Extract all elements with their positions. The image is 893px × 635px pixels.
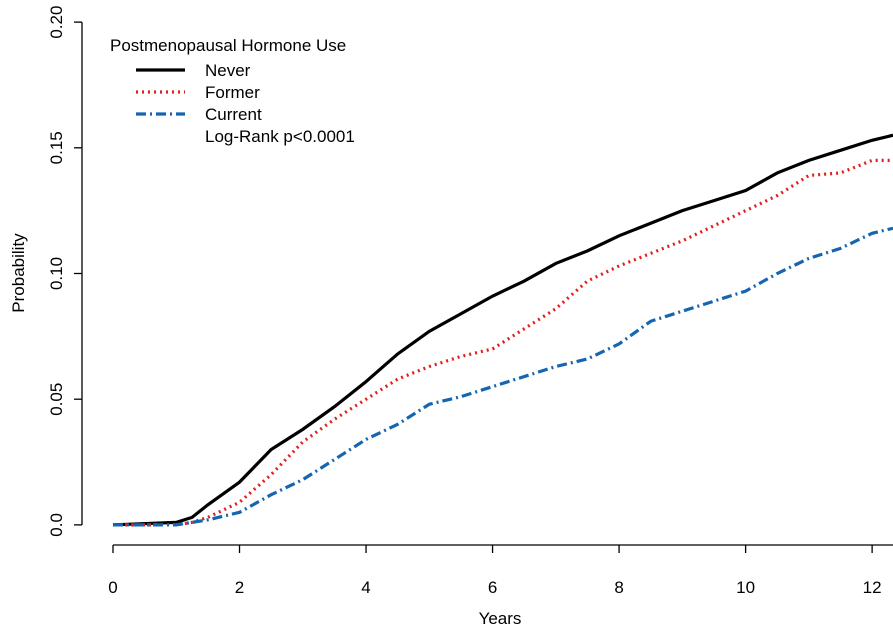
x-axis-title: Years <box>479 609 522 628</box>
x-tick-label: 8 <box>614 578 623 597</box>
series-line <box>112 158 893 527</box>
y-tick-label: 0.15 <box>47 131 66 164</box>
legend-title: Postmenopausal Hormone Use <box>110 36 346 55</box>
x-tick-label: 4 <box>361 578 370 597</box>
x-tick-label: 2 <box>235 578 244 597</box>
y-tick-label: 0.10 <box>47 257 66 290</box>
y-tick-label: 0.05 <box>47 383 66 416</box>
x-tick-label: 6 <box>488 578 497 597</box>
y-tick-label: 0.0 <box>47 513 66 537</box>
y-tick-label: 0.20 <box>47 6 66 39</box>
series-line <box>112 133 893 527</box>
x-tick-label: 10 <box>736 578 755 597</box>
legend-label: Current <box>205 105 262 124</box>
x-tick-label: 0 <box>108 578 117 597</box>
legend-label: Former <box>205 83 260 102</box>
legend-label: Never <box>205 61 251 80</box>
annotation: Log-Rank p<0.0001 <box>205 127 355 146</box>
series-line <box>112 226 893 527</box>
x-tick-label: 12 <box>863 578 882 597</box>
y-axis-title: Probability <box>9 233 28 313</box>
